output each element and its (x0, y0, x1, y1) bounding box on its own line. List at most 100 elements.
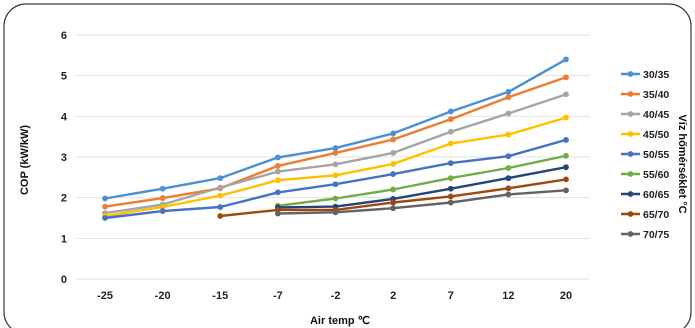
data-point (563, 91, 569, 98)
legend-marker (627, 211, 634, 217)
data-point (159, 204, 166, 210)
legend-item: 50/55 (621, 149, 669, 161)
data-point (390, 150, 397, 156)
legend-label: 65/70 (643, 209, 669, 221)
legend-item: 65/70 (621, 209, 669, 221)
data-point (505, 131, 512, 138)
legend-label: 55/60 (643, 169, 669, 181)
y-axis-label: COP (kW/kW) (19, 125, 31, 195)
legend-item: 30/35 (621, 69, 669, 81)
data-point (274, 163, 281, 169)
data-point (159, 208, 166, 214)
legend-label: 35/40 (643, 89, 669, 101)
series-45-50 (102, 114, 569, 219)
data-point (447, 199, 454, 206)
data-point (447, 140, 454, 147)
series-line (276, 154, 568, 208)
x-tick-label: -25 (97, 290, 113, 302)
data-point (102, 203, 108, 210)
data-point (563, 137, 569, 143)
data-point (390, 205, 397, 212)
x-axis-label: Air temp ℃ (310, 315, 370, 327)
series-70-75 (274, 187, 569, 217)
legend-label: 45/50 (643, 129, 669, 141)
x-tick-label: -2 (331, 290, 341, 302)
legend-label: 50/55 (643, 149, 669, 161)
data-point (274, 177, 281, 184)
legend-item: 70/75 (621, 229, 669, 241)
data-point (447, 128, 454, 135)
x-tick-label: 12 (502, 290, 514, 302)
data-point (274, 210, 281, 217)
data-point (447, 193, 454, 200)
y-tick-label: 1 (61, 233, 67, 245)
data-point (505, 185, 512, 192)
data-point (332, 181, 339, 188)
data-point (505, 191, 512, 198)
data-point (505, 175, 512, 182)
legend-item: 60/65 (621, 189, 669, 201)
legend-label: 30/35 (643, 69, 669, 81)
y-axis-ticks: 0 1 2 3 4 5 6 (61, 30, 68, 286)
data-point (274, 189, 281, 196)
data-point (505, 94, 512, 101)
data-point (563, 176, 569, 183)
legend-marker (627, 151, 634, 157)
y-tick-label: 3 (61, 152, 67, 164)
legend-marker (627, 231, 634, 237)
data-point (332, 195, 339, 202)
y-tick-label: 5 (61, 71, 67, 83)
data-point (274, 168, 281, 175)
data-point (102, 215, 108, 221)
x-tick-label: 2 (390, 290, 396, 302)
data-point (332, 172, 339, 179)
legend-title: Víz hőmérséklet °C (676, 114, 688, 213)
x-tick-label: -15 (212, 290, 228, 302)
series-35-40 (102, 74, 569, 210)
data-point (447, 175, 454, 182)
data-point (505, 153, 512, 160)
data-point (563, 152, 569, 159)
legend-marker (627, 91, 634, 97)
data-point (505, 110, 512, 117)
data-point (217, 213, 224, 219)
data-point (390, 161, 397, 167)
series-line (276, 165, 568, 209)
data-point (332, 145, 339, 151)
data-point (563, 164, 569, 171)
data-point (159, 185, 166, 192)
data-point (447, 108, 454, 115)
series-30-35 (102, 56, 569, 202)
x-tick-label: -7 (273, 290, 283, 302)
legend-label: 40/45 (643, 109, 669, 121)
data-point (390, 199, 397, 206)
legend-marker (627, 71, 634, 77)
series-60-65 (274, 164, 569, 211)
x-axis-ticks: -25 -20 -15 -7 -2 2 7 12 20 (97, 290, 572, 302)
data-point (563, 74, 569, 81)
series-50-55 (102, 137, 569, 221)
legend-item: 55/60 (621, 169, 669, 181)
y-tick-label: 6 (61, 30, 67, 42)
data-point (102, 195, 108, 202)
data-point (274, 154, 281, 161)
data-point (332, 161, 339, 168)
data-point (447, 160, 454, 167)
x-tick-label: 7 (448, 290, 454, 302)
legend-label: 70/75 (643, 229, 669, 241)
data-point (505, 89, 512, 95)
data-point (159, 195, 166, 201)
x-tick-label: -20 (155, 290, 171, 302)
data-point (505, 165, 512, 171)
legend-marker (627, 191, 634, 197)
data-point (332, 150, 339, 156)
legend-item: 35/40 (621, 89, 669, 101)
legend-marker (627, 131, 634, 137)
data-point (217, 192, 224, 199)
data-point (390, 186, 397, 193)
data-point (390, 136, 397, 143)
y-tick-label: 0 (61, 274, 67, 286)
data-point (217, 204, 224, 210)
data-point (390, 130, 397, 137)
